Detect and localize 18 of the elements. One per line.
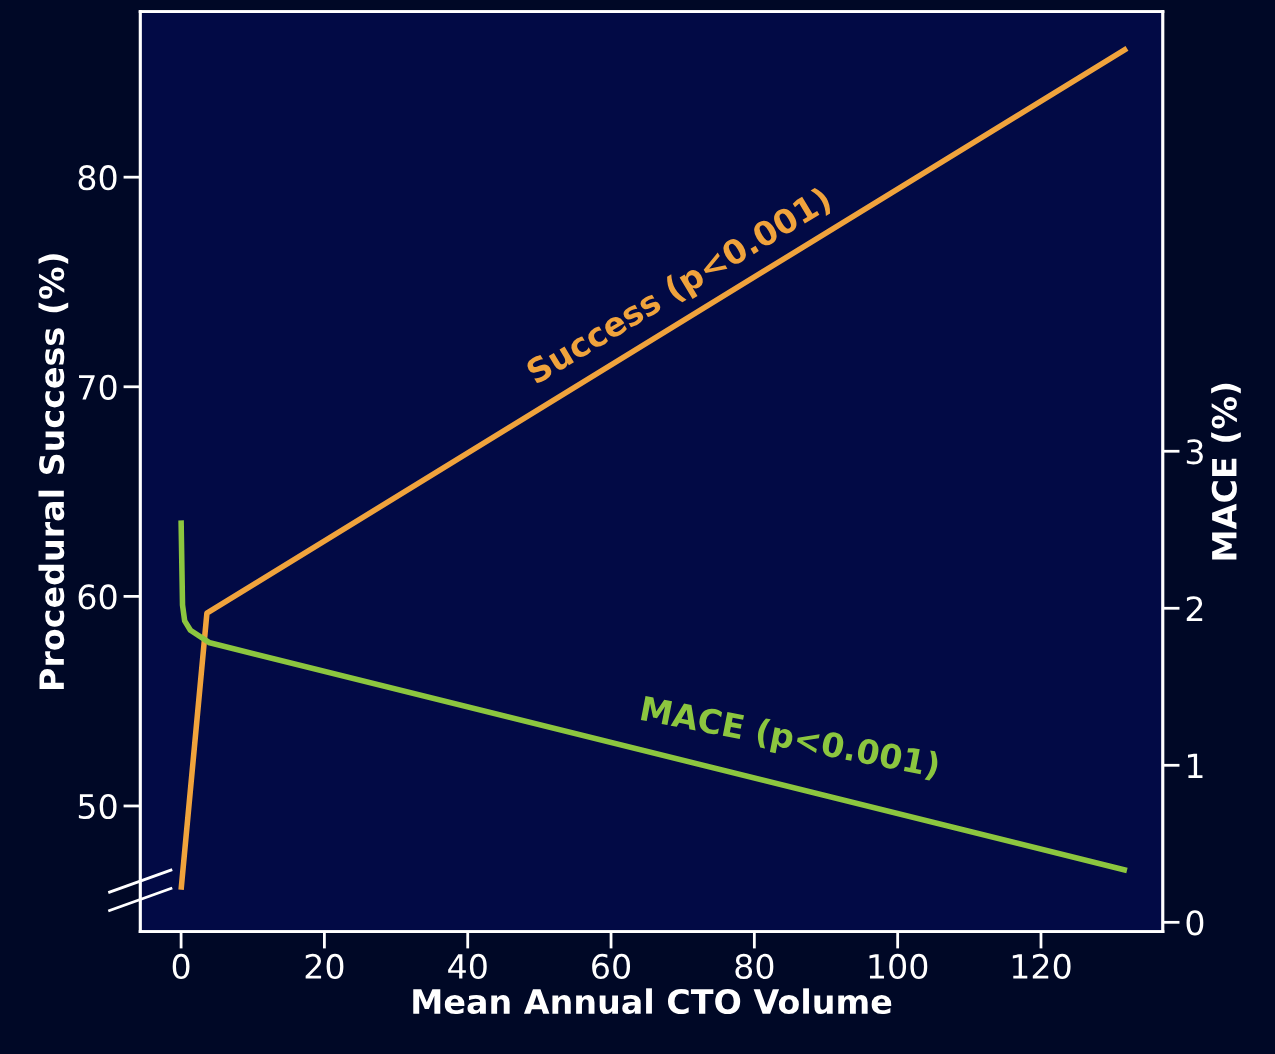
y-tick-label: 70 bbox=[79, 374, 117, 400]
x-tick-label: 20 bbox=[305, 953, 344, 980]
y2-tick-label: 2 bbox=[1186, 596, 1203, 621]
x-tick-label: 0 bbox=[172, 953, 190, 980]
y2-tick-label: 1 bbox=[1187, 753, 1203, 778]
x-tick-label: 80 bbox=[735, 953, 774, 980]
x-tick-label: 60 bbox=[592, 953, 631, 980]
y-axis-title: Procedural Success (%) bbox=[38, 254, 69, 689]
y-tick-label: 50 bbox=[78, 793, 117, 820]
x-axis-title: Mean Annual CTO Volume bbox=[413, 988, 892, 1015]
x-tick-label: 40 bbox=[448, 953, 487, 980]
y2-axis-title: MACE (%) bbox=[1211, 383, 1241, 560]
y-tick-label: 80 bbox=[78, 165, 117, 191]
y-tick-label: 60 bbox=[78, 584, 117, 610]
y2-tick-label: 3 bbox=[1186, 439, 1203, 465]
y2-tick-label: 0 bbox=[1186, 910, 1204, 936]
x-tick-label: 100 bbox=[869, 953, 928, 980]
x-tick-label: 120 bbox=[1012, 953, 1071, 980]
